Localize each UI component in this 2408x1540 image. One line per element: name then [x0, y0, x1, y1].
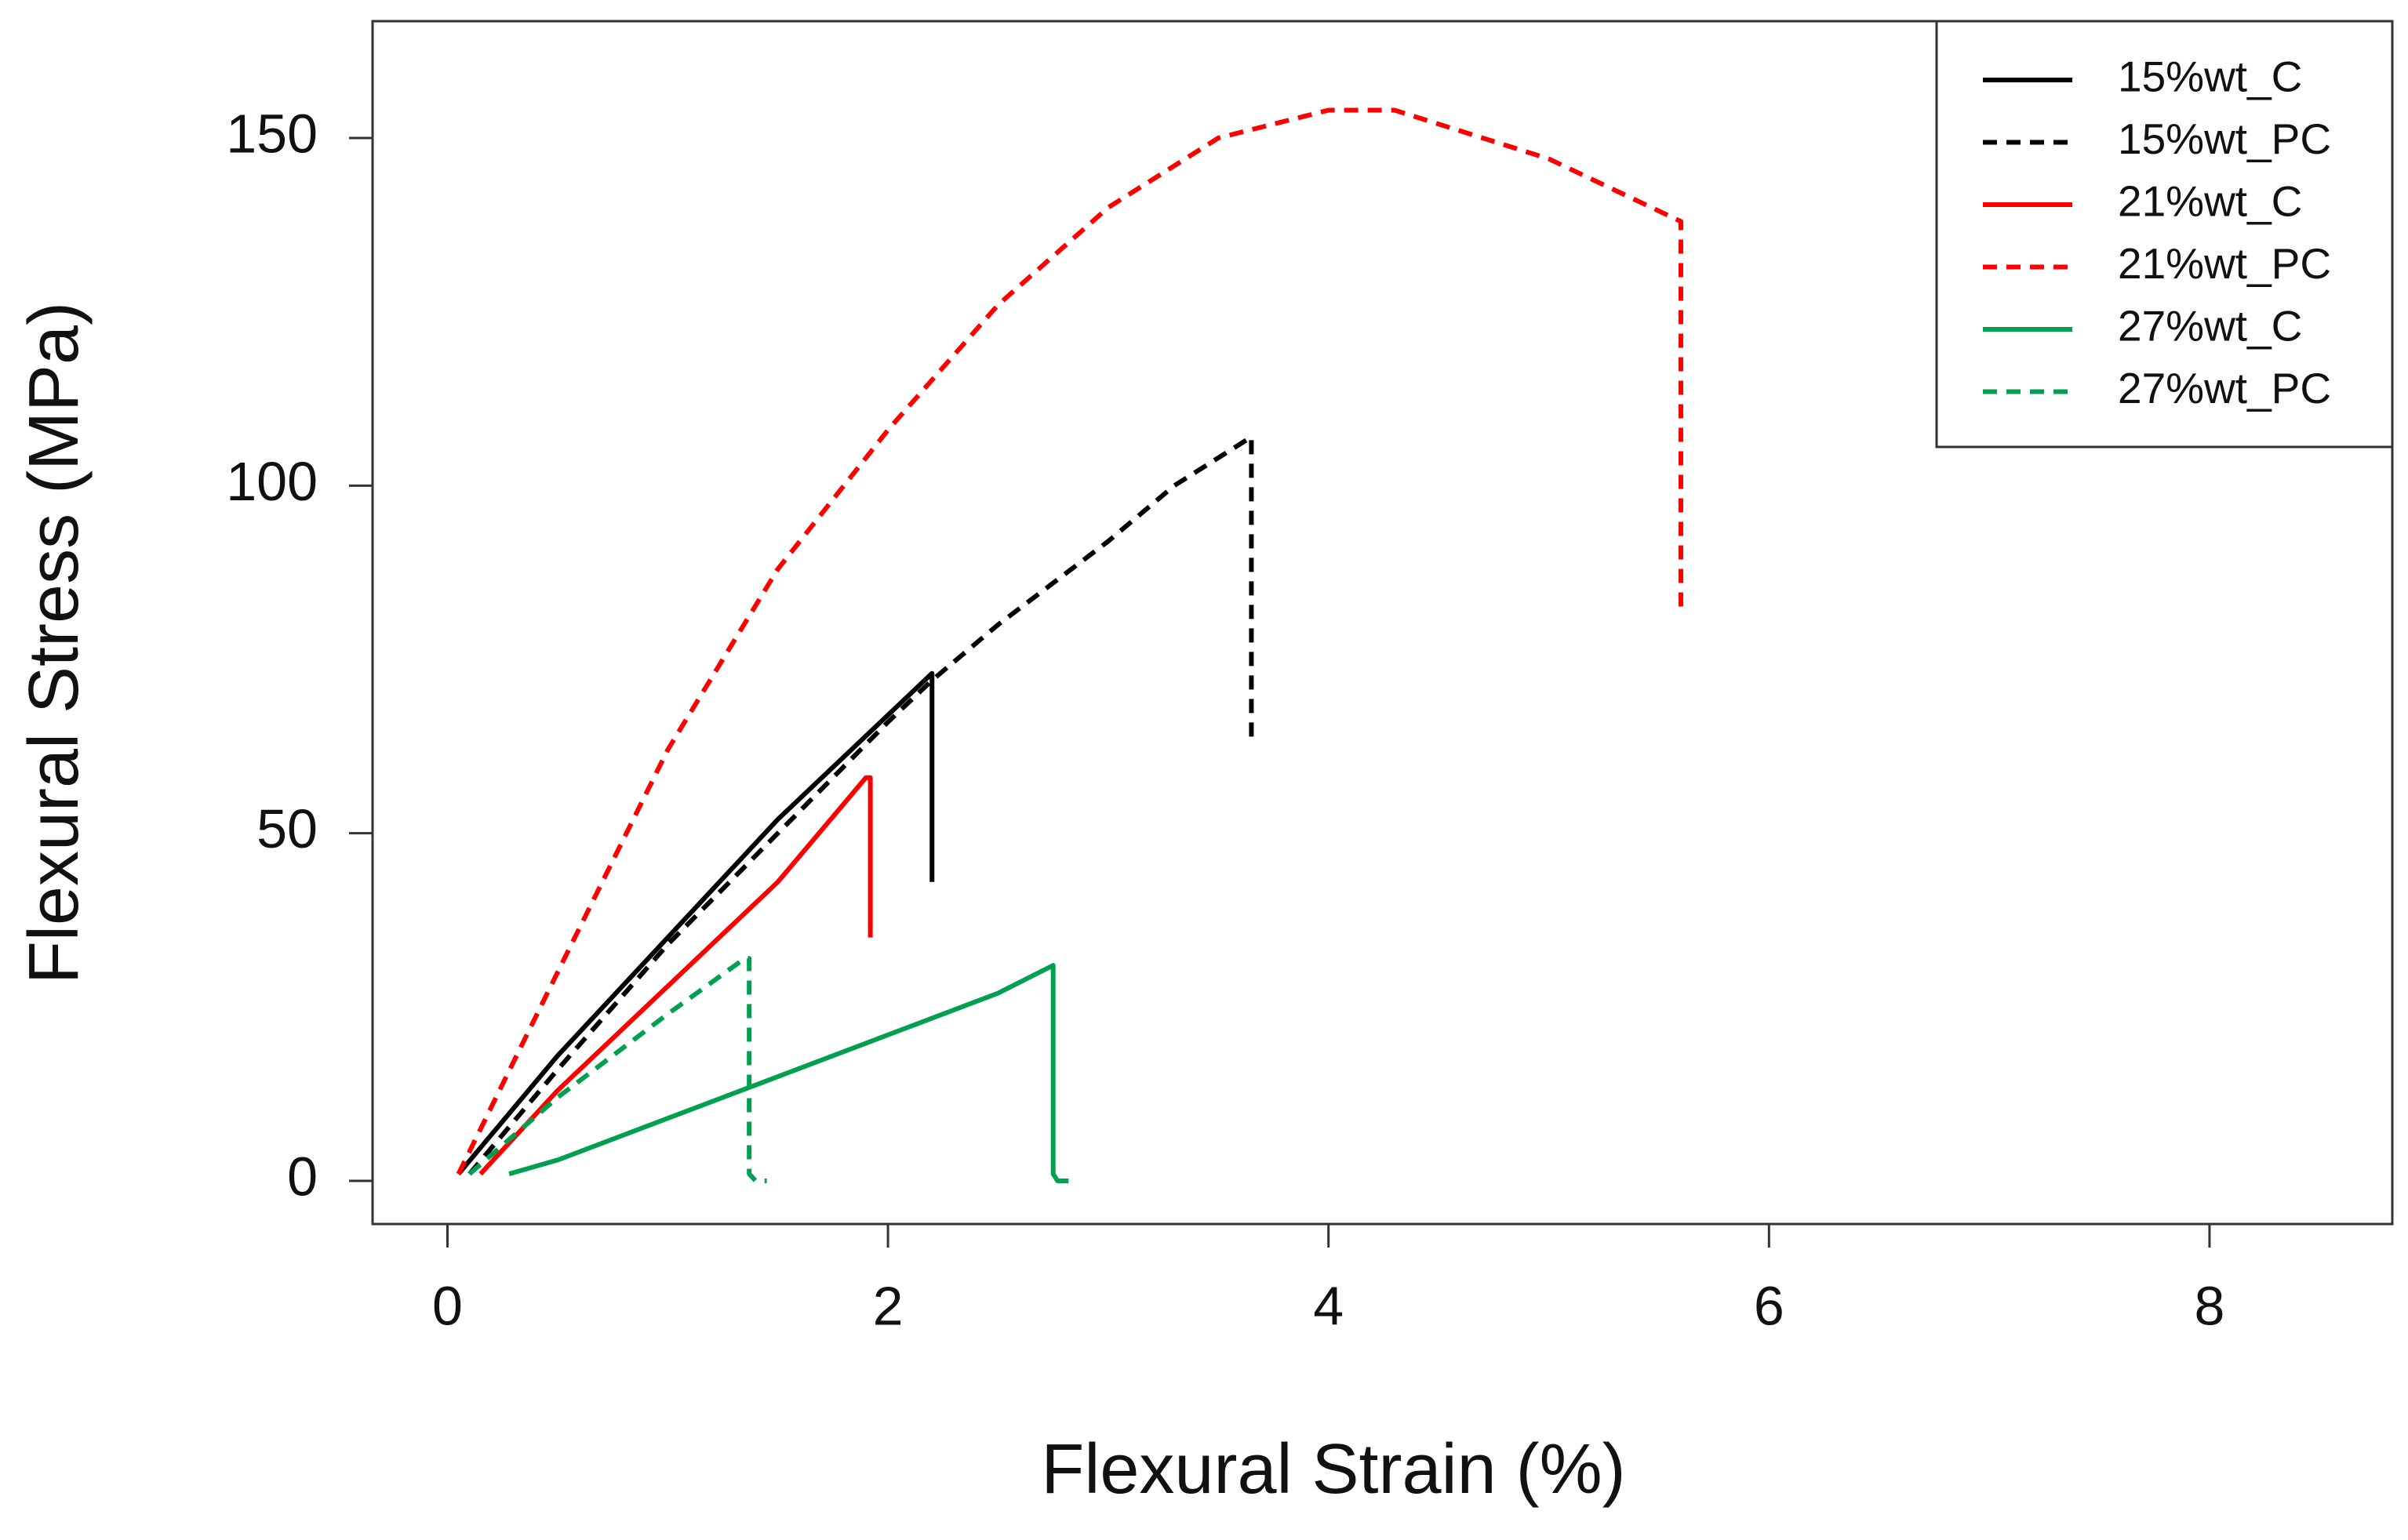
x-tick-label: 2	[873, 1275, 904, 1336]
series-line	[508, 963, 1069, 1184]
y-tick-label: 100	[226, 451, 318, 512]
series-line	[457, 670, 935, 1176]
x-tick-label: 0	[432, 1275, 463, 1336]
y-axis-title: Flexural Stress (MPa)	[15, 302, 93, 984]
legend-label: 15%wt_PC	[2118, 114, 2331, 163]
y-tick-label: 150	[226, 103, 318, 164]
series-line	[478, 775, 873, 1176]
legend-box	[1935, 20, 2394, 449]
series-line	[456, 107, 1683, 1175]
plot-frame	[371, 20, 2394, 1226]
y-tick-label: 50	[256, 798, 318, 859]
legend-label: 15%wt_C	[2118, 53, 2302, 101]
x-tick-label: 4	[1313, 1275, 1344, 1336]
series-line	[467, 956, 767, 1184]
x-tick-label: 8	[2194, 1275, 2224, 1336]
legend-label: 21%wt_C	[2118, 177, 2302, 226]
legend-label: 27%wt_C	[2118, 302, 2302, 350]
x-axis-title: Flexural Strain (%)	[1041, 1430, 1625, 1509]
x-tick-label: 6	[1754, 1275, 1784, 1336]
y-tick-label: 0	[287, 1146, 318, 1208]
series-line	[467, 434, 1254, 1176]
legend-label: 27%wt_PC	[2118, 364, 2331, 412]
legend-label: 21%wt_PC	[2118, 239, 2331, 288]
